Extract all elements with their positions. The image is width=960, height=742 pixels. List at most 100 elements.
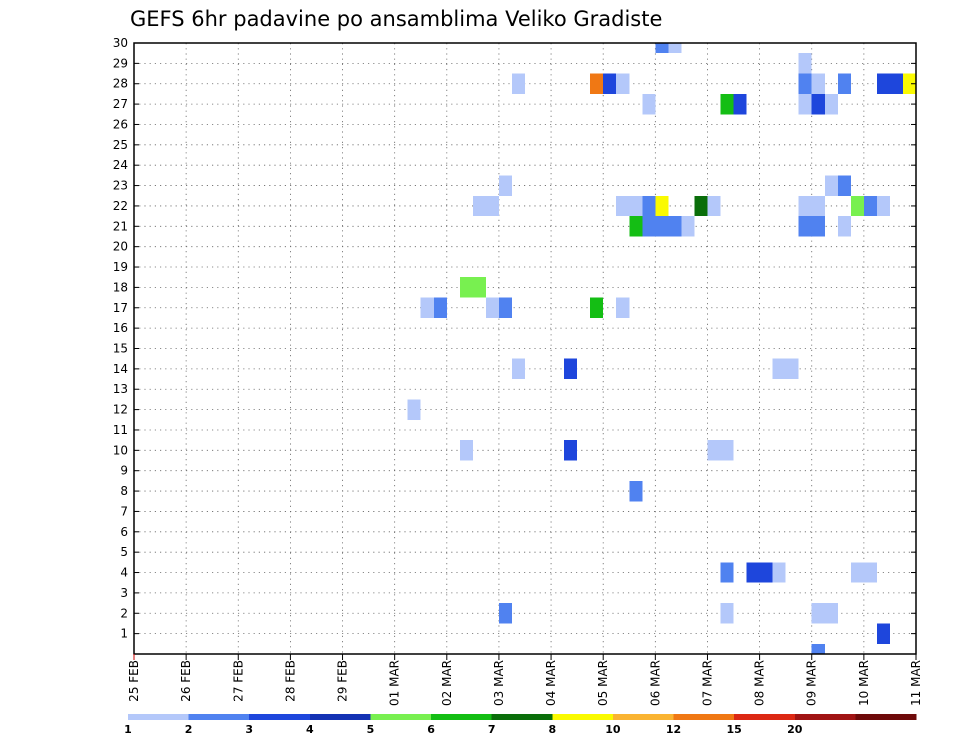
x-tick-label: 29 FEB — [336, 660, 350, 702]
precip-cell — [772, 358, 786, 380]
precip-cell — [498, 603, 512, 624]
precip-cell — [616, 73, 630, 94]
y-tick-label: 24 — [113, 158, 128, 172]
precip-cell — [564, 440, 578, 461]
precip-cell — [850, 195, 864, 217]
legend-swatch — [552, 714, 614, 720]
legend-swatch — [673, 714, 735, 720]
precip-cell — [642, 195, 656, 217]
x-tick-label: 05 MAR — [596, 660, 610, 706]
precip-cell — [798, 216, 812, 237]
precip-cell — [811, 643, 825, 654]
precip-cell — [824, 175, 838, 196]
precip-cell — [694, 195, 708, 217]
precip-cell — [876, 623, 890, 644]
precip-cell — [746, 562, 760, 583]
precip-cell — [616, 297, 630, 318]
legend-swatch — [794, 714, 856, 720]
precip-cell — [485, 297, 499, 318]
precip-cell — [629, 195, 643, 217]
x-tick-label: 11 MAR — [909, 660, 923, 706]
precip-cell — [824, 603, 838, 624]
precip-cell — [720, 440, 734, 461]
precip-cell — [798, 53, 812, 74]
precip-cell — [824, 93, 838, 115]
precip-cell — [564, 358, 578, 380]
legend-swatch — [734, 714, 796, 720]
y-axis: 1234567891011121314151617181920212223242… — [113, 36, 916, 641]
legend-label: 1 — [124, 723, 132, 736]
legend-label: 6 — [427, 723, 435, 736]
y-tick-label: 23 — [113, 179, 128, 193]
precip-cell — [811, 603, 825, 624]
legend-label: 7 — [488, 723, 496, 736]
legend-label: 5 — [367, 723, 375, 736]
y-tick-label: 30 — [113, 36, 128, 50]
y-tick-label: 21 — [113, 219, 128, 233]
y-tick-label: 13 — [113, 382, 128, 396]
y-tick-label: 7 — [120, 504, 128, 518]
legend-label: 20 — [787, 723, 803, 736]
precip-cell — [681, 216, 695, 237]
precip-cell — [733, 93, 747, 115]
legend-label: 4 — [306, 723, 314, 736]
precip-cell — [629, 480, 643, 502]
precip-cell — [472, 277, 486, 298]
x-tick-label: 09 MAR — [805, 660, 819, 706]
precip-cell — [511, 73, 525, 94]
x-tick-label: 10 MAR — [857, 660, 871, 706]
legend-label: 2 — [185, 723, 193, 736]
precip-cell — [811, 216, 825, 237]
precip-cell — [863, 562, 877, 583]
y-tick-label: 12 — [113, 403, 128, 417]
y-tick-label: 15 — [113, 342, 128, 356]
y-tick-label: 18 — [113, 280, 128, 294]
grid-lines — [134, 42, 916, 654]
precip-cell — [603, 73, 617, 94]
y-tick-label: 29 — [113, 56, 128, 70]
precip-cell — [720, 93, 734, 115]
legend-swatch — [249, 714, 311, 720]
x-tick-label: 06 MAR — [648, 660, 662, 706]
precip-cell — [902, 73, 916, 94]
x-tick-label: 03 MAR — [492, 660, 506, 706]
x-axis: 25 FEB 26 FEB 27 FEB 28 FEB 29 FEB 01 MAR 02 M… — [127, 654, 923, 706]
y-tick-label: 6 — [120, 525, 128, 539]
precip-cell — [642, 216, 656, 237]
legend-label: 8 — [548, 723, 556, 736]
precip-cell — [511, 358, 525, 380]
precip-cell — [498, 175, 512, 196]
legend-label: 3 — [245, 723, 253, 736]
precip-cell — [420, 297, 434, 318]
y-tick-label: 1 — [120, 627, 128, 641]
precip-cell — [850, 562, 864, 583]
precip-cell — [655, 195, 669, 217]
precip-cell — [837, 73, 851, 94]
precip-cell — [629, 216, 643, 237]
precip-cell — [668, 43, 682, 54]
y-tick-label: 27 — [113, 97, 128, 111]
y-tick-label: 11 — [113, 423, 128, 437]
x-tick-label: 25 FEB — [127, 660, 141, 702]
y-tick-label: 19 — [113, 260, 128, 274]
y-tick-label: 9 — [120, 464, 128, 478]
legend-swatch — [491, 714, 553, 720]
precip-cell — [642, 93, 656, 115]
x-tick-label: 27 FEB — [231, 660, 245, 702]
y-tick-label: 3 — [120, 586, 128, 600]
x-tick-label: 04 MAR — [544, 660, 558, 706]
precip-cell — [798, 93, 812, 115]
y-tick-label: 26 — [113, 117, 128, 131]
legend-label: 12 — [666, 723, 681, 736]
precip-cell — [876, 73, 890, 94]
precip-cell — [459, 277, 473, 298]
precip-cell — [811, 93, 825, 115]
precip-cell — [472, 195, 486, 217]
x-tick-label: 28 FEB — [283, 660, 297, 702]
precip-cell — [863, 195, 877, 217]
y-tick-label: 22 — [113, 199, 128, 213]
legend-swatch — [855, 714, 917, 720]
y-tick-label: 8 — [120, 484, 128, 498]
y-tick-label: 5 — [120, 545, 128, 559]
